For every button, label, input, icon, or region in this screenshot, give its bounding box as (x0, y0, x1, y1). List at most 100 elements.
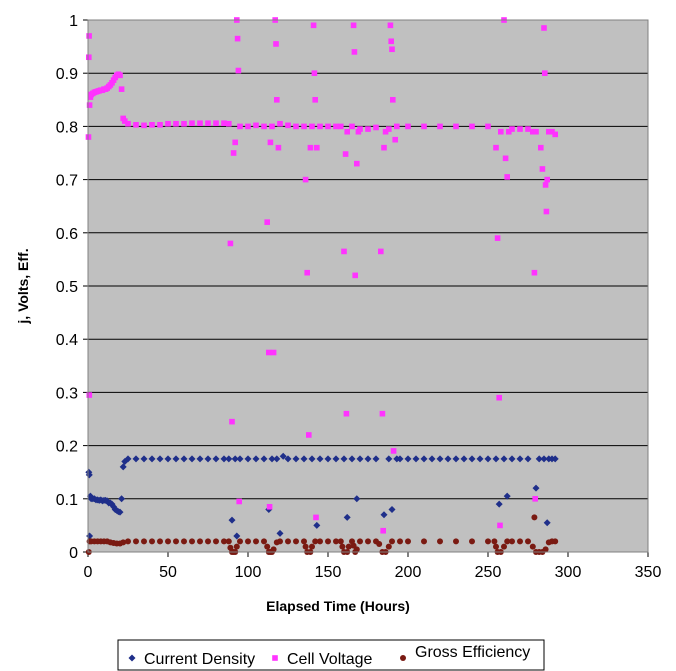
current-density-point (231, 455, 239, 463)
cell-voltage-point (509, 126, 515, 132)
current-density-point (551, 455, 559, 463)
cell-voltage-point (496, 394, 502, 401)
cell-voltage-point (517, 126, 523, 132)
y-tick-labels: 0 0.1 0.2 0.3 0.4 0.5 0.6 0.7 0.8 0.9 1 (56, 13, 88, 562)
cell-voltage-point (133, 122, 139, 128)
cell-voltage-point (141, 122, 147, 129)
gross-efficiency-point (552, 538, 559, 545)
cell-voltage-point (165, 120, 171, 127)
cell-voltage-point (506, 128, 512, 135)
cell-voltage-point (307, 144, 314, 151)
current-density-point (276, 529, 284, 537)
legend: Current Density Cell Voltage Gross Efficie… (117, 639, 545, 671)
cell-voltage-point (261, 123, 267, 130)
current-density-point (420, 455, 428, 463)
gross-efficiency-point (312, 538, 319, 545)
current-density-point (252, 455, 260, 463)
current-density-point (516, 455, 524, 463)
current-density-point (524, 455, 532, 463)
current-density-point (444, 455, 452, 463)
current-density-point (468, 455, 476, 463)
gross-efficiency-point (213, 538, 219, 545)
current-density-point (412, 455, 420, 463)
cell-voltage-point (227, 240, 234, 247)
gross-efficiency-point (197, 538, 203, 545)
cell-voltage-point (388, 38, 394, 45)
cell-voltage-point (543, 208, 550, 215)
cell-voltage-point (421, 123, 427, 130)
cell-voltage-point (274, 97, 280, 103)
cell-voltage-point (118, 86, 125, 92)
gross-efficiency-point (501, 543, 507, 550)
cell-voltage-point (312, 97, 318, 103)
y-tick-label: 0.4 (56, 332, 78, 349)
current-density-point (268, 455, 276, 463)
cell-voltage-point (122, 118, 128, 124)
current-density-point (284, 455, 292, 463)
current-density-point (300, 455, 308, 463)
current-density-point (164, 455, 172, 463)
cell-voltage-point (245, 123, 251, 130)
cell-voltage-point (387, 22, 394, 29)
cell-voltage-point (386, 126, 392, 132)
gross-efficiency-point (389, 538, 395, 545)
gross-efficiency-point (285, 538, 291, 545)
gross-efficiency-point (337, 538, 344, 545)
gross-efficiency-point (157, 538, 163, 545)
current-density-point (228, 516, 236, 524)
cell-voltage-point (235, 67, 242, 74)
cell-voltage-point (86, 33, 92, 39)
x-tick-label: 200 (395, 564, 422, 581)
data-points (85, 17, 559, 555)
current-density-point (385, 455, 393, 463)
current-density-point (316, 455, 324, 463)
gross-efficiency-point (302, 543, 309, 550)
gross-efficiency-point (333, 538, 339, 545)
cell-voltage-point (311, 70, 318, 76)
y-tick-label: 0.7 (56, 173, 78, 190)
x-tick-label: 0 (84, 564, 93, 581)
current-density-point (372, 455, 380, 463)
gross-efficiency-point (469, 538, 475, 545)
gross-efficiency-point (531, 514, 538, 521)
current-density-point (116, 508, 124, 516)
x-tick-label: 100 (235, 564, 262, 581)
y-tick-label: 0.2 (56, 439, 78, 456)
current-density-point (324, 455, 332, 463)
gross-efficiency-point (485, 538, 491, 545)
cell-voltage-point (349, 123, 355, 130)
cell-voltage-point (497, 522, 503, 529)
legend-item-gross-efficiency: Gross Efficiency (400, 644, 530, 661)
cell-voltage-point (293, 123, 299, 130)
cell-voltage-point (341, 248, 347, 255)
cell-voltage-point (117, 72, 123, 79)
current-density-point (313, 521, 321, 529)
current-density-point (532, 484, 540, 492)
cell-voltage-point (237, 123, 243, 130)
cell-voltage-point (229, 418, 235, 425)
gross-efficiency-point (165, 538, 171, 545)
cell-voltage-point (538, 144, 544, 151)
current-density-point (260, 455, 268, 463)
gross-efficiency-point (237, 538, 243, 545)
cell-voltage-point (86, 54, 92, 61)
current-density-point (404, 455, 412, 463)
cell-voltage-point (125, 120, 131, 127)
gross-efficiency-point (225, 538, 232, 545)
cell-voltage-point (285, 122, 291, 129)
gross-efficiency-point (133, 538, 139, 545)
gross-efficiency-point (277, 538, 283, 545)
gross-efficiency-point (309, 543, 315, 550)
cell-voltage-point (546, 128, 552, 135)
y-tick-label: 0.6 (56, 226, 78, 243)
current-density-point (484, 455, 492, 463)
cell-voltage-point (552, 131, 558, 138)
cell-voltage-point (232, 139, 238, 146)
cell-voltage-point (494, 235, 501, 241)
cell-voltage-point (539, 166, 546, 172)
current-density-point (436, 455, 444, 463)
current-density-point (428, 455, 436, 463)
cell-voltage-point (380, 527, 386, 534)
cell-voltage-point (313, 514, 319, 521)
current-density-point (204, 455, 212, 463)
